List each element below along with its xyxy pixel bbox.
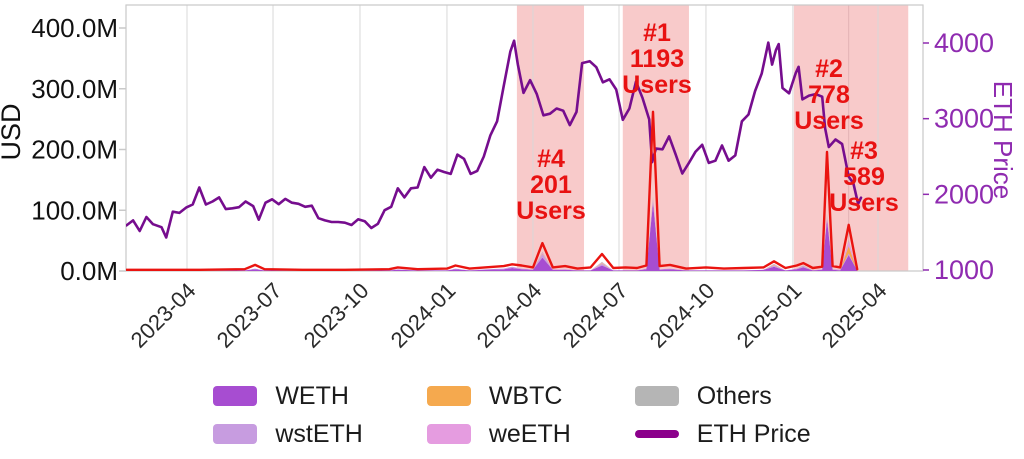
eth-price-swatch (634, 430, 679, 438)
total-volume-line (126, 110, 859, 271)
svg-text:2025-04: 2025-04 (817, 278, 892, 353)
right-axis: 1000 2000 3000 4000 ETH Price (923, 28, 1018, 285)
svg-text:2025-01: 2025-01 (732, 278, 807, 353)
legend-label-weeth: weETH (488, 419, 571, 448)
svg-text:2024-01: 2024-01 (386, 278, 461, 353)
others-swatch (634, 386, 679, 406)
svg-text:4000: 4000 (934, 28, 994, 58)
gridlines (186, 5, 879, 271)
left-axis: 0.0M 100.0M 200.0M 300.0M 400.0M USD (0, 13, 126, 286)
svg-text:100.0M: 100.0M (31, 195, 118, 225)
legend-label-others: Others (696, 381, 772, 410)
weeth-swatch (426, 424, 471, 444)
eth-price-line (126, 39, 863, 239)
svg-text:2023-04: 2023-04 (126, 278, 201, 353)
x-axis: 2023-04 2023-07 2023-10 2024-01 2024-04 2024-… (126, 278, 892, 353)
weth-swatch (213, 386, 258, 406)
svg-text:2000: 2000 (934, 179, 994, 209)
svg-text:USD: USD (0, 103, 26, 160)
svg-text:0.0M: 0.0M (60, 256, 118, 286)
legend-item-others: Others (634, 381, 811, 410)
svg-text:2023-10: 2023-10 (299, 278, 374, 353)
svg-text:200.0M: 200.0M (31, 135, 118, 165)
area-wbtc (126, 198, 858, 271)
svg-text:2024-10: 2024-10 (645, 278, 720, 353)
legend-label-wbtc: WBTC (488, 381, 563, 410)
area-weeth (126, 198, 858, 271)
legend-label-eth-price: ETH Price (696, 419, 811, 448)
svg-text:3000: 3000 (934, 104, 994, 134)
area-weth (126, 203, 858, 271)
legend-item-wsteth: wstETH (213, 420, 363, 448)
legend-column-1: WETH wstETH (213, 382, 363, 448)
chart-canvas: 0.0M 100.0M 200.0M 300.0M 400.0M USD 1000 2000 3… (0, 4, 1018, 353)
legend-item-wbtc: WBTC (426, 381, 571, 410)
legend-item-weeth: weETH (426, 419, 571, 448)
svg-text:ETH Price: ETH Price (988, 81, 1018, 199)
legend-column-3: Others ETH Price (634, 381, 811, 448)
legend-item-weth: WETH (213, 382, 363, 410)
legend-column-2: WBTC weETH (426, 381, 571, 448)
svg-text:400.0M: 400.0M (31, 13, 118, 43)
legend-label-weth: WETH (275, 381, 349, 410)
legend: WETH wstETH WBTC weETH Others (0, 382, 1024, 448)
wsteth-swatch (213, 424, 258, 444)
legend-label-wsteth: wstETH (275, 419, 363, 448)
area-wsteth (126, 199, 858, 271)
legend-item-eth-price: ETH Price (634, 419, 811, 448)
svg-text:300.0M: 300.0M (31, 74, 118, 104)
svg-text:2024-04: 2024-04 (472, 278, 547, 353)
svg-text:1000: 1000 (934, 255, 994, 285)
svg-text:2024-07: 2024-07 (558, 278, 633, 353)
wbtc-swatch (426, 386, 471, 406)
svg-text:2023-07: 2023-07 (212, 278, 287, 353)
